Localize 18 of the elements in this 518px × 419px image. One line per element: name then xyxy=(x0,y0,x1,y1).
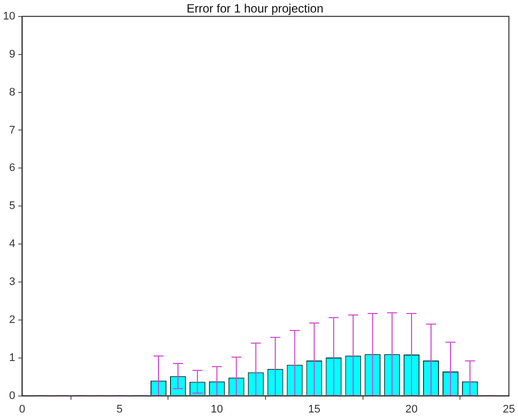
y-tick-label: 4 xyxy=(9,238,16,250)
x-tick-label: 10 xyxy=(210,403,224,416)
x-tick-label: 15 xyxy=(308,403,320,416)
x-tick-label: 0 xyxy=(19,403,26,416)
y-tick-label: 3 xyxy=(9,276,16,288)
y-tick-label: 9 xyxy=(9,48,16,60)
y-tick-label: 2 xyxy=(9,314,16,326)
y-tick-label: 7 xyxy=(9,124,16,136)
y-tick-label: 6 xyxy=(9,162,16,174)
y-tick-label: 5 xyxy=(9,200,16,212)
y-tick-label: 0 xyxy=(9,390,16,402)
y-tick-label: 8 xyxy=(9,86,16,98)
x-tick-label: 25 xyxy=(502,403,516,416)
chart-title: Error for 1 hour projection xyxy=(186,2,324,16)
y-tick-label: 10 xyxy=(2,10,16,22)
y-tick-label: 1 xyxy=(9,352,16,364)
x-tick-label: 20 xyxy=(405,403,418,416)
x-tick-label: 5 xyxy=(116,403,123,416)
